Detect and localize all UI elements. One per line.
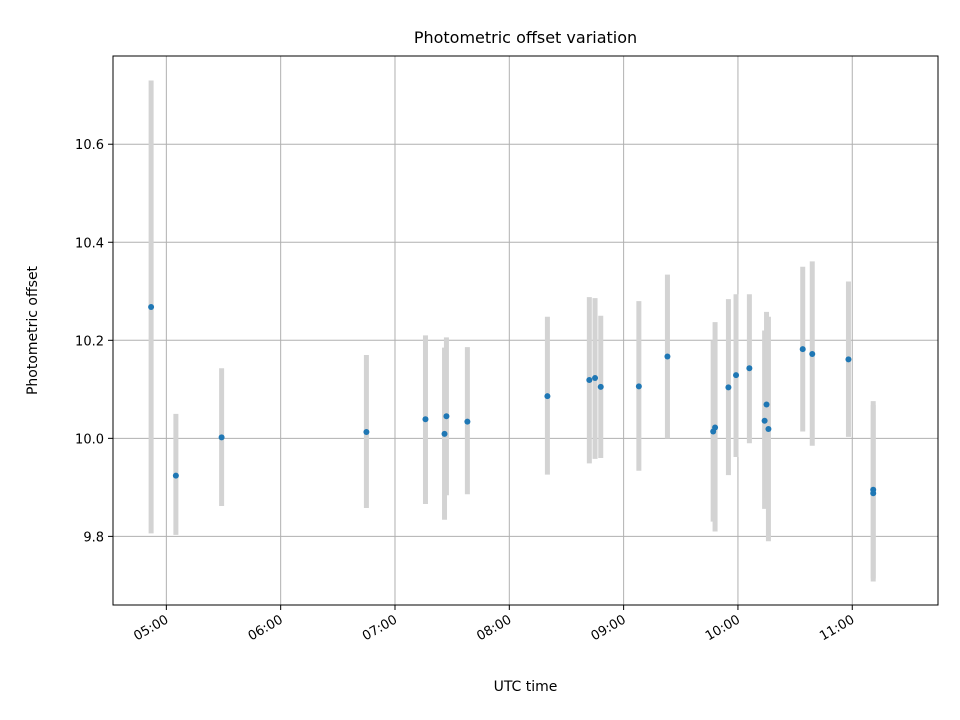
data-points — [148, 303, 877, 497]
data-point — [845, 356, 852, 363]
chart-title: Photometric offset variation — [414, 28, 637, 47]
data-point — [441, 430, 448, 437]
x-tick-label: 06:00 — [246, 612, 286, 644]
data-point — [635, 383, 642, 390]
data-point — [765, 426, 772, 433]
data-point — [172, 472, 179, 479]
data-point — [809, 351, 816, 358]
data-point — [763, 401, 770, 408]
data-point — [664, 353, 671, 360]
data-point — [443, 413, 450, 420]
data-point — [148, 303, 155, 310]
x-tick-label: 08:00 — [474, 612, 514, 644]
data-point — [597, 383, 604, 390]
x-tick-label: 10:00 — [703, 612, 743, 644]
x-tick-label: 05:00 — [131, 612, 171, 644]
data-point — [746, 365, 753, 372]
y-tick-label: 10.4 — [75, 236, 104, 251]
data-point — [464, 418, 471, 425]
data-point — [733, 372, 740, 379]
y-tick-label: 10.0 — [75, 432, 104, 447]
data-point — [218, 434, 225, 441]
y-axis-label: Photometric offset — [25, 265, 41, 395]
x-tick-label: 11:00 — [817, 612, 857, 644]
data-point — [586, 377, 593, 384]
data-point — [761, 417, 768, 424]
plot-area-frame — [112, 55, 939, 606]
data-point — [422, 416, 429, 423]
data-point — [799, 346, 806, 353]
x-tick-label: 09:00 — [589, 612, 629, 644]
data-point — [544, 393, 551, 400]
data-point — [725, 384, 732, 391]
y-tick-label: 9.8 — [83, 530, 104, 545]
error-bars — [148, 80, 876, 582]
x-axis-label: UTC time — [494, 679, 558, 695]
x-tick-label: 07:00 — [360, 612, 400, 644]
data-point — [363, 428, 370, 435]
data-point — [712, 424, 719, 431]
data-point — [592, 375, 599, 382]
y-tick-label: 10.2 — [75, 334, 104, 349]
data-point — [870, 490, 877, 497]
y-tick-label: 10.6 — [75, 138, 104, 153]
